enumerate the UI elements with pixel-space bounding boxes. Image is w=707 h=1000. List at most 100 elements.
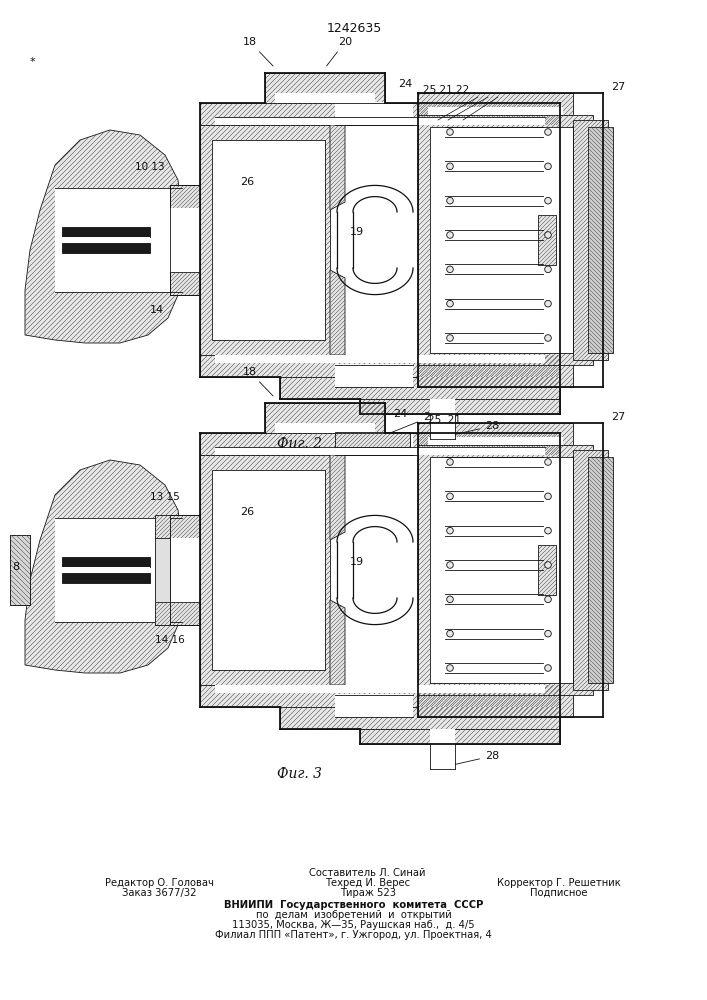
- Bar: [335, 432, 413, 455]
- Circle shape: [447, 665, 453, 671]
- Polygon shape: [200, 355, 560, 377]
- Bar: [428, 107, 563, 115]
- Polygon shape: [155, 602, 170, 625]
- Bar: [62, 573, 150, 583]
- Polygon shape: [280, 707, 560, 729]
- Text: 10 13: 10 13: [135, 162, 165, 172]
- Circle shape: [447, 232, 453, 238]
- Circle shape: [544, 596, 551, 603]
- Polygon shape: [200, 125, 330, 355]
- Text: 28: 28: [438, 421, 499, 438]
- Bar: [10, 535, 30, 605]
- Polygon shape: [25, 460, 182, 673]
- Circle shape: [544, 163, 551, 170]
- Bar: [155, 515, 170, 625]
- Circle shape: [447, 163, 453, 170]
- Polygon shape: [170, 272, 200, 295]
- Polygon shape: [330, 455, 345, 540]
- Text: 19: 19: [350, 557, 364, 567]
- Circle shape: [544, 665, 551, 671]
- Text: Корректор Г. Решетник: Корректор Г. Решетник: [496, 878, 621, 888]
- Bar: [170, 185, 200, 295]
- Text: 20: 20: [327, 37, 352, 66]
- Polygon shape: [265, 73, 385, 103]
- Text: 8: 8: [12, 562, 19, 572]
- Circle shape: [544, 527, 551, 534]
- Bar: [212, 140, 325, 340]
- Bar: [55, 518, 182, 622]
- Polygon shape: [418, 365, 573, 387]
- Text: 27: 27: [611, 412, 625, 422]
- Circle shape: [447, 197, 453, 204]
- Bar: [275, 423, 375, 433]
- Circle shape: [447, 630, 453, 637]
- Polygon shape: [265, 403, 385, 433]
- Text: 18: 18: [243, 367, 273, 396]
- Text: Фиг. 2: Фиг. 2: [278, 437, 322, 451]
- Bar: [62, 243, 150, 253]
- Polygon shape: [200, 455, 330, 685]
- Bar: [275, 93, 375, 103]
- Polygon shape: [538, 545, 556, 595]
- Bar: [428, 437, 563, 445]
- Text: Филиал ППП «Патент», г. Ужгород, ул. Проектная, 4: Филиал ППП «Патент», г. Ужгород, ул. Про…: [215, 930, 492, 940]
- Bar: [62, 227, 150, 237]
- Circle shape: [544, 300, 551, 307]
- Circle shape: [447, 300, 453, 307]
- Circle shape: [544, 335, 551, 341]
- Bar: [212, 470, 325, 670]
- Polygon shape: [360, 399, 560, 414]
- Bar: [430, 457, 573, 683]
- Text: Редактор О. Головач: Редактор О. Головач: [105, 878, 214, 888]
- Polygon shape: [25, 130, 182, 343]
- Bar: [212, 470, 325, 670]
- Circle shape: [447, 335, 453, 341]
- Text: 25 21 22: 25 21 22: [423, 85, 469, 95]
- Text: 27: 27: [611, 82, 625, 92]
- Polygon shape: [418, 695, 573, 717]
- Circle shape: [447, 266, 453, 273]
- Polygon shape: [335, 433, 410, 447]
- Polygon shape: [330, 125, 345, 210]
- Circle shape: [447, 527, 453, 534]
- Polygon shape: [573, 450, 608, 690]
- Circle shape: [447, 493, 453, 500]
- Bar: [215, 117, 545, 125]
- Polygon shape: [330, 270, 345, 355]
- Text: 24: 24: [398, 79, 412, 89]
- Bar: [62, 557, 150, 567]
- Text: 113035, Москва, Ж—35, Раушская наб.,  д. 4/5: 113035, Москва, Ж—35, Раушская наб., д. …: [232, 920, 475, 930]
- Bar: [62, 567, 150, 573]
- Bar: [430, 399, 455, 439]
- Text: 25  21: 25 21: [428, 415, 461, 425]
- Text: 14: 14: [150, 305, 164, 315]
- Bar: [55, 188, 182, 292]
- Text: 13 15: 13 15: [150, 492, 180, 502]
- Bar: [170, 538, 200, 602]
- Circle shape: [544, 459, 551, 465]
- Text: 14 16: 14 16: [155, 635, 185, 645]
- Circle shape: [544, 562, 551, 568]
- Bar: [215, 355, 545, 363]
- Polygon shape: [10, 535, 30, 605]
- Polygon shape: [200, 103, 560, 125]
- Polygon shape: [588, 127, 613, 353]
- Polygon shape: [170, 515, 200, 538]
- Circle shape: [544, 232, 551, 238]
- Polygon shape: [538, 215, 556, 265]
- Bar: [335, 102, 413, 125]
- Text: 28: 28: [438, 751, 499, 768]
- Text: Фиг. 3: Фиг. 3: [278, 767, 322, 781]
- Text: *: *: [30, 57, 35, 67]
- Circle shape: [447, 459, 453, 465]
- Polygon shape: [170, 602, 200, 625]
- Bar: [62, 237, 150, 243]
- Polygon shape: [155, 515, 170, 538]
- Text: 18: 18: [243, 37, 273, 66]
- Bar: [430, 457, 573, 683]
- Polygon shape: [360, 729, 560, 744]
- Bar: [430, 729, 455, 769]
- Text: 23: 23: [382, 412, 437, 436]
- Polygon shape: [330, 600, 345, 685]
- Bar: [335, 364, 413, 387]
